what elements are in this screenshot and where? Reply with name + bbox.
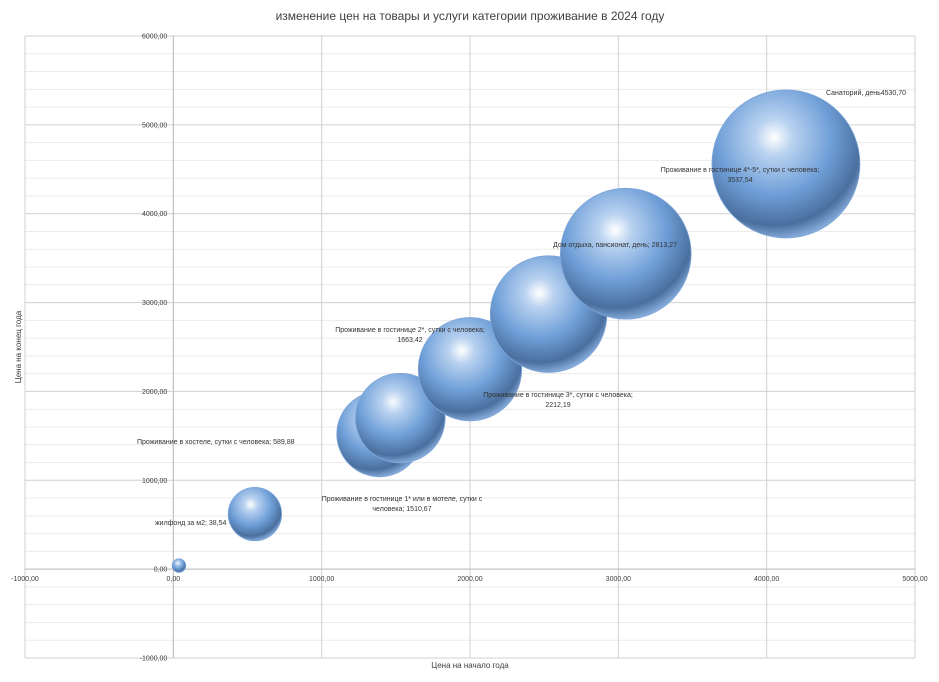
x-tick-label: 3000,00 [606,576,631,583]
chart-title: изменение цен на товары и услуги категор… [276,9,665,23]
bubble [355,372,446,464]
y-tick-label: 2000,00 [142,389,167,396]
bubble [711,89,861,239]
y-tick-label: 0,00 [154,567,168,574]
data-label: Проживание в гостинице 3*, сутки с челов… [483,392,633,409]
y-tick-label: 4000,00 [142,211,167,218]
data-label: Проживание в гостинице 2*, сутки с челов… [335,327,485,344]
data-label: жилфонд за м2; 38,54 [155,520,226,527]
bubble [417,317,523,422]
x-axis-title: Цена на начало года [431,661,509,670]
data-label: Дом отдыха, пансионат, день; 2813,27 [553,242,677,249]
x-tick-label: -1000,00 [11,576,39,583]
x-tick-label: 0,00 [167,576,181,583]
data-label: Проживание в гостинице 1* или в мотеле, … [322,496,483,513]
y-tick-label: 1000,00 [142,478,167,485]
data-label: Санаторий, день4530,70 [826,89,906,97]
y-axis-title: Цена на конец года [14,310,23,383]
data-label: Проживание в хостеле, сутки с человека; … [137,439,295,446]
y-tick-label: 3000,00 [142,300,167,307]
bubble [559,187,692,320]
y-tick-label: 5000,00 [142,122,167,129]
x-tick-label: 2000,00 [457,576,482,583]
y-tick-label: 6000,00 [142,34,167,41]
x-tick-label: 1000,00 [309,576,334,583]
y-tick-label: -1000,00 [140,656,168,663]
bubble [171,558,187,573]
data-label: Проживание в гостинице 4*-5*, сутки с че… [661,167,820,184]
x-tick-label: 5000,00 [902,576,927,583]
bubble [227,486,283,542]
x-tick-label: 4000,00 [754,576,779,583]
